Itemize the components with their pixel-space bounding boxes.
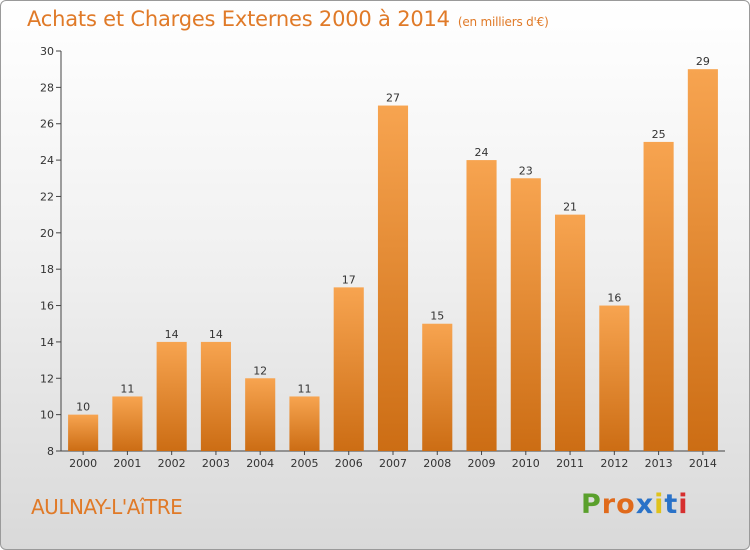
bar-2014 bbox=[687, 69, 718, 451]
bar-2006 bbox=[333, 287, 364, 451]
unit-label: (en milliers d'€) bbox=[457, 15, 549, 29]
bar-2012 bbox=[599, 305, 630, 451]
chart-title: Achats et Charges Externes 2000 à 2014 (e… bbox=[27, 7, 549, 31]
data-label: 27 bbox=[386, 92, 400, 105]
x-tick-label: 2002 bbox=[158, 457, 186, 470]
y-tick-label: 12 bbox=[40, 372, 54, 385]
bar-2007 bbox=[377, 105, 409, 451]
x-tick-label: 2013 bbox=[645, 457, 673, 470]
x-tick-label: 2006 bbox=[335, 457, 363, 470]
bar-2008 bbox=[422, 323, 453, 451]
y-tick-label: 26 bbox=[40, 118, 54, 131]
x-tick-label: 2007 bbox=[379, 457, 407, 470]
x-tick-label: 2000 bbox=[69, 457, 97, 470]
logo-letter: i bbox=[678, 489, 689, 520]
data-label: 17 bbox=[342, 273, 356, 286]
bar-2011 bbox=[555, 214, 586, 451]
x-tick-label: 2005 bbox=[290, 457, 318, 470]
x-tick-label: 2003 bbox=[202, 457, 230, 470]
x-tick-label: 2011 bbox=[556, 457, 584, 470]
town-name: AULNAY-L'AîTRE bbox=[31, 495, 183, 519]
x-tick-label: 2009 bbox=[468, 457, 496, 470]
y-tick-label: 14 bbox=[40, 336, 54, 349]
data-label: 14 bbox=[209, 328, 223, 341]
data-label: 25 bbox=[652, 128, 666, 141]
data-label: 15 bbox=[430, 310, 444, 323]
logo-letter: x bbox=[635, 489, 655, 520]
y-tick-label: 24 bbox=[40, 154, 54, 167]
y-tick-label: 10 bbox=[40, 409, 54, 422]
y-tick-label: 22 bbox=[40, 190, 54, 203]
data-label: 16 bbox=[607, 292, 621, 305]
data-label: 11 bbox=[120, 382, 134, 395]
x-tick-label: 2001 bbox=[113, 457, 141, 470]
y-tick-label: 16 bbox=[40, 300, 54, 313]
y-tick-label: 8 bbox=[47, 445, 54, 458]
x-tick-label: 2010 bbox=[512, 457, 540, 470]
title-text: Achats et Charges Externes 2000 à 2014 bbox=[27, 7, 450, 31]
bar-2002 bbox=[156, 341, 187, 451]
data-label: 11 bbox=[297, 382, 311, 395]
logo-letter: o bbox=[616, 489, 636, 520]
x-tick-label: 2008 bbox=[423, 457, 451, 470]
logo-letter: t bbox=[664, 489, 679, 520]
data-label: 24 bbox=[475, 146, 489, 159]
data-label: 21 bbox=[563, 201, 577, 214]
proxiti-logo: Proxiti bbox=[581, 489, 689, 520]
y-tick-label: 20 bbox=[40, 227, 54, 240]
y-tick-label: 28 bbox=[40, 81, 54, 94]
x-tick-label: 2004 bbox=[246, 457, 274, 470]
bar-2010 bbox=[510, 178, 541, 452]
x-tick-label: 2014 bbox=[689, 457, 717, 470]
data-label: 29 bbox=[696, 55, 710, 68]
bar-2001 bbox=[112, 396, 143, 451]
bar-2009 bbox=[466, 160, 497, 451]
bar-2013 bbox=[643, 141, 674, 451]
y-tick-label: 30 bbox=[40, 45, 54, 58]
logo-letter: r bbox=[601, 489, 617, 520]
logo-letter: P bbox=[581, 489, 602, 520]
logo-letter: i bbox=[654, 489, 665, 520]
bar-2000 bbox=[68, 414, 99, 451]
y-tick-label: 18 bbox=[40, 263, 54, 276]
bar-2005 bbox=[289, 396, 320, 451]
bar-2003 bbox=[200, 341, 231, 451]
bar-2004 bbox=[245, 378, 276, 451]
x-tick-label: 2012 bbox=[600, 457, 628, 470]
data-label: 10 bbox=[76, 401, 90, 414]
data-label: 23 bbox=[519, 164, 533, 177]
data-label: 14 bbox=[165, 328, 179, 341]
data-label: 12 bbox=[253, 364, 267, 377]
